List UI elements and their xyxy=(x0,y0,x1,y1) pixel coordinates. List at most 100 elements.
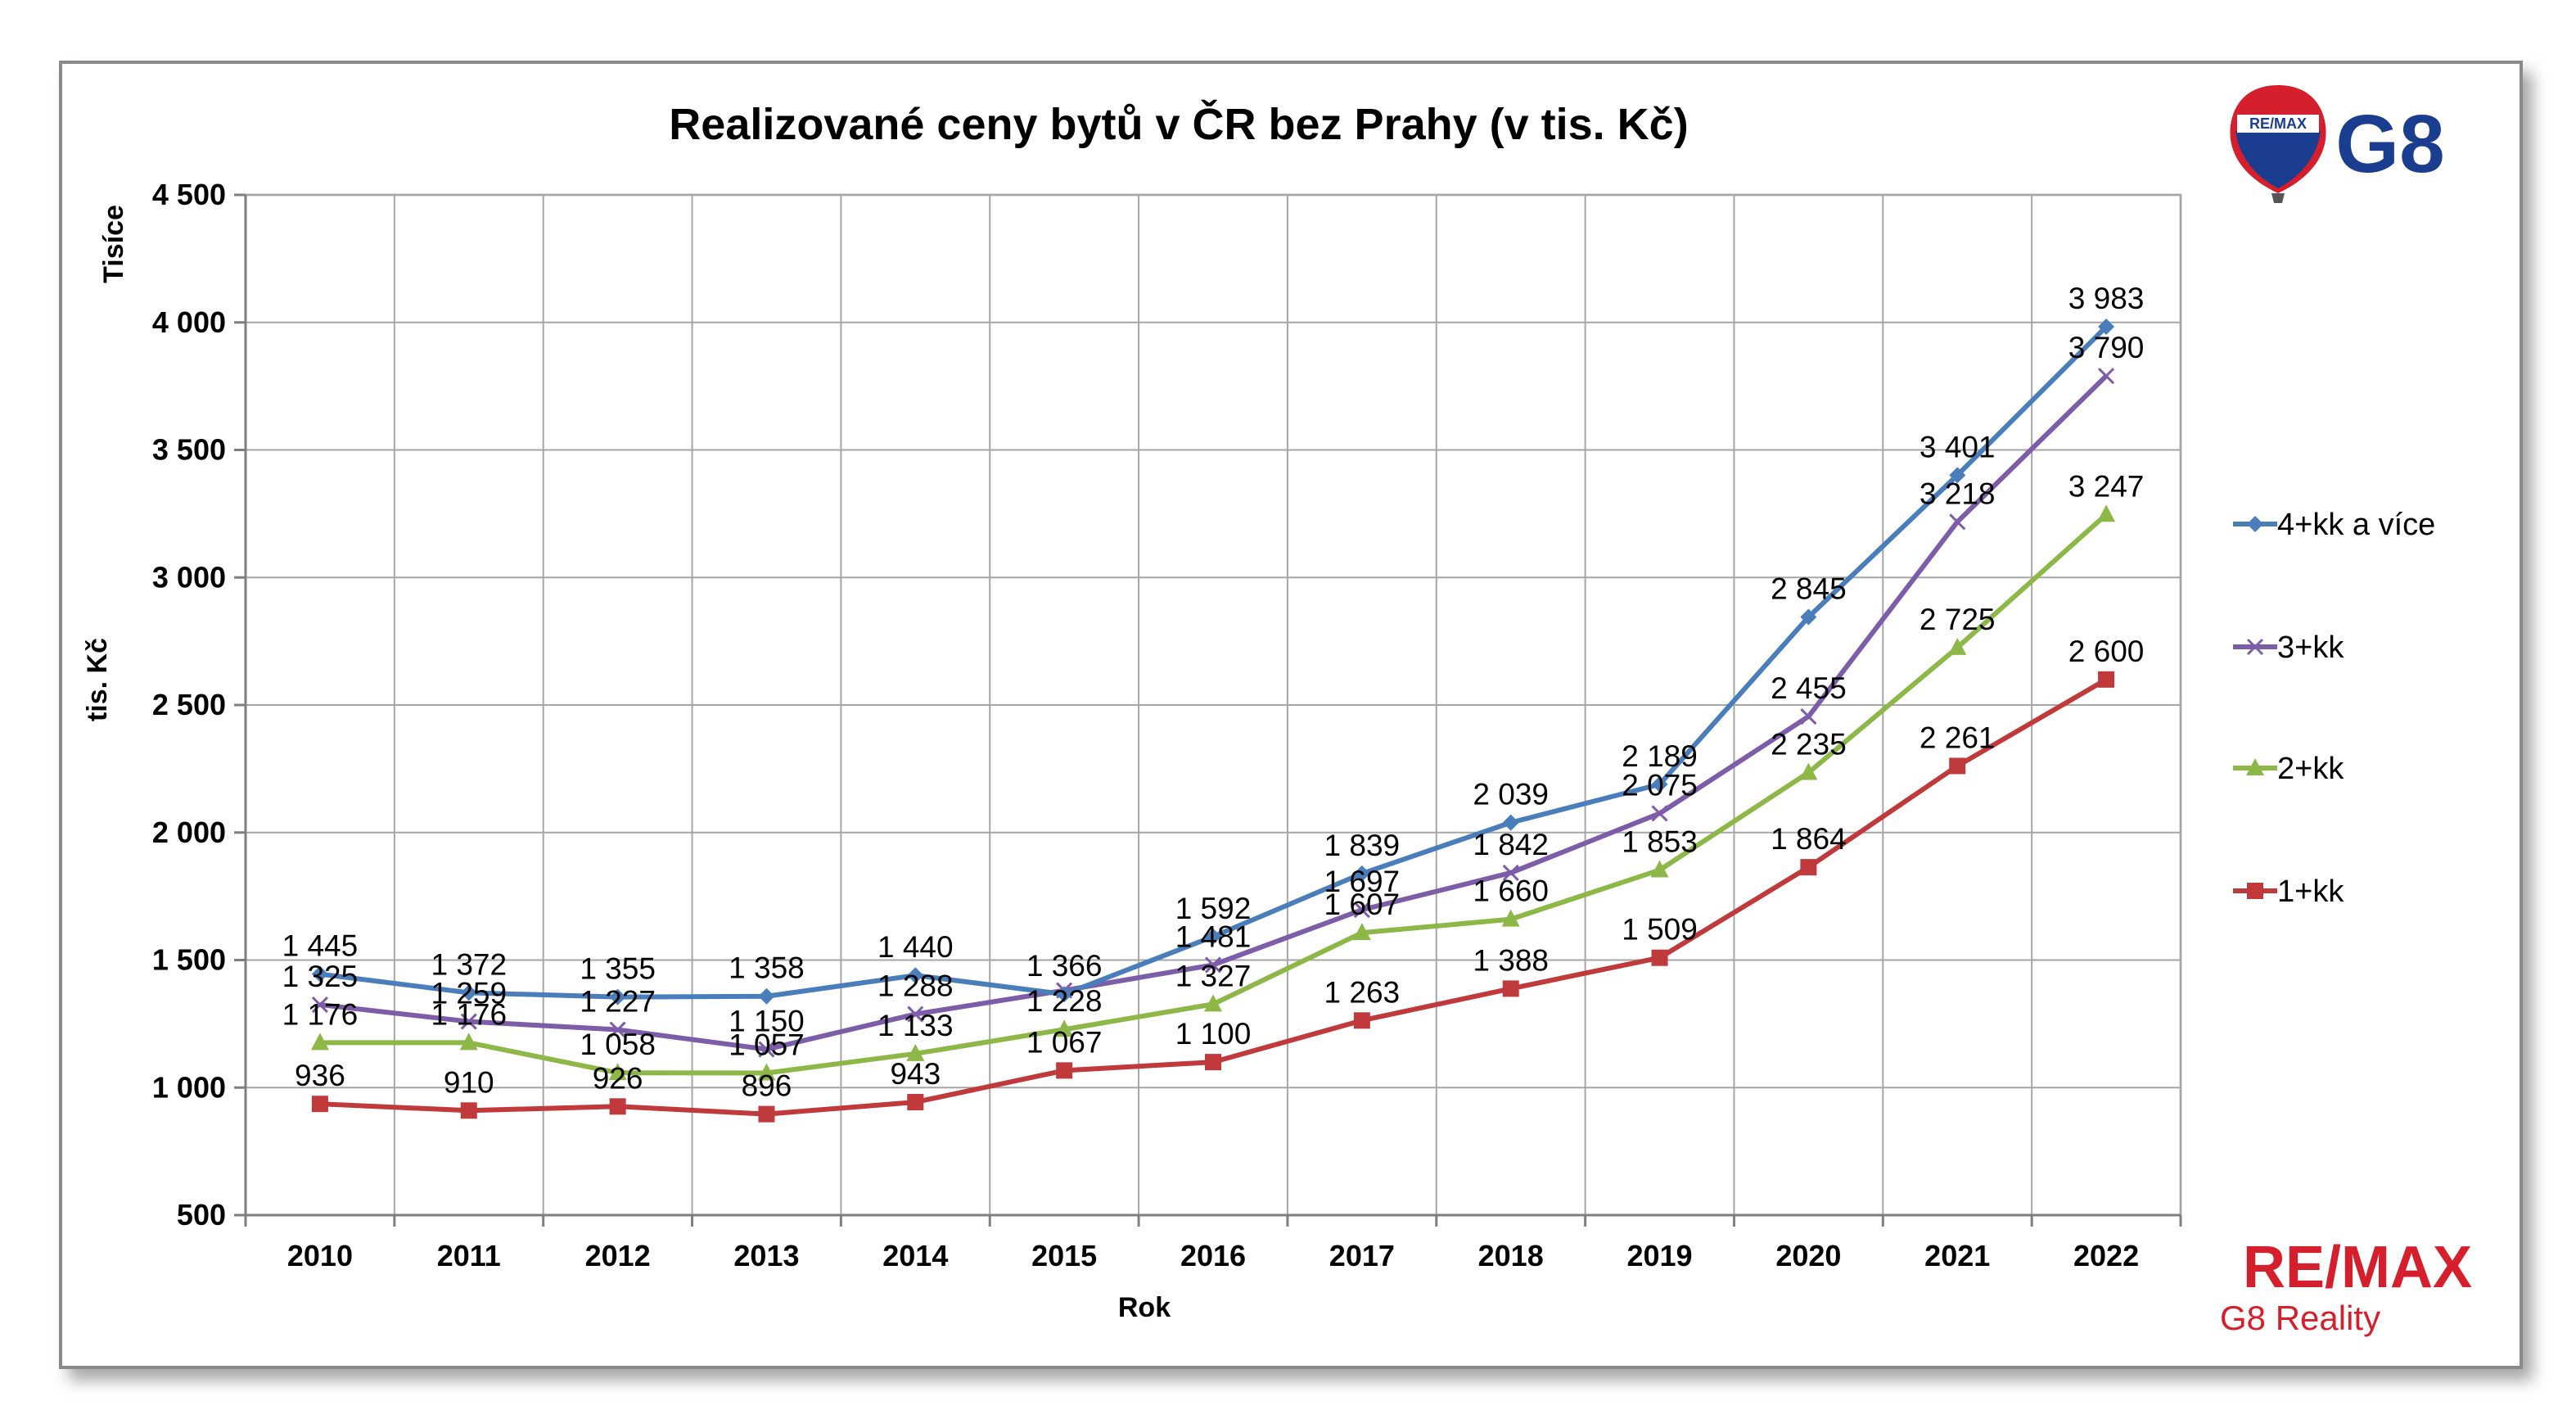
data-point xyxy=(1056,1062,1073,1079)
legend-label: 2+kk xyxy=(2277,752,2344,786)
data-point xyxy=(460,1102,477,1119)
data-point xyxy=(1205,928,1221,945)
x-tick-label: 2015 xyxy=(1031,1239,1097,1272)
x-tick-label: 2016 xyxy=(1180,1239,1246,1272)
data-point xyxy=(1353,1012,1370,1029)
g8-reality-text: G8 Reality xyxy=(2220,1299,2380,1337)
x-tick-label: 2017 xyxy=(1329,1239,1395,1272)
data-label: 1 509 xyxy=(1622,913,1698,947)
x-tick-label: 2021 xyxy=(1924,1239,1990,1272)
data-point xyxy=(2098,671,2115,688)
data-point xyxy=(1056,986,1073,1003)
data-label: 2 235 xyxy=(1771,728,1847,761)
data-label: 3 247 xyxy=(2068,469,2145,503)
y-axis-unit-label: Tisíce xyxy=(98,205,129,283)
y-tick-label: 2 000 xyxy=(152,816,226,849)
legend-marker xyxy=(2247,516,2263,532)
data-point xyxy=(1204,956,1222,974)
data-point xyxy=(1949,757,1966,775)
data-label: 2 261 xyxy=(1920,721,1996,754)
axes: 500 1 000 1 500 2 000 2 500 3 000 3 500 4 000 4 … xyxy=(152,178,2182,1272)
data-point xyxy=(460,984,477,1001)
data-point xyxy=(1651,949,1668,966)
data-point xyxy=(2098,368,2115,385)
data-label: 910 xyxy=(444,1065,494,1099)
data-label: 1 607 xyxy=(1324,888,1401,921)
y-tick-label: 1 500 xyxy=(152,943,226,977)
data-point xyxy=(1651,805,1668,822)
data-label: 1 839 xyxy=(1324,829,1401,862)
legend-marker xyxy=(2247,883,2263,899)
data-label: 1 228 xyxy=(1026,984,1103,1018)
data-label: 1 325 xyxy=(282,960,359,993)
data-point xyxy=(609,1021,626,1038)
data-label: 1 372 xyxy=(431,947,507,981)
legend-item: 1+kk xyxy=(2233,874,2344,909)
data-point xyxy=(1799,762,1818,780)
data-label: 896 xyxy=(742,1069,792,1103)
data-point xyxy=(2097,504,2116,522)
remax-g8-reality-logo: RE/MAX G8 Reality xyxy=(2220,1235,2472,1337)
y-tick-label: 3 500 xyxy=(152,433,226,467)
data-label: 2 189 xyxy=(1622,739,1698,773)
data-label: 1 176 xyxy=(431,997,507,1031)
data-point xyxy=(311,1096,328,1113)
data-point xyxy=(758,987,775,1005)
data-label: 926 xyxy=(593,1061,643,1095)
data-label: 1 388 xyxy=(1473,943,1549,977)
data-label: 1 327 xyxy=(1175,959,1252,992)
data-point xyxy=(1949,513,1966,531)
data-label: 2 455 xyxy=(1771,671,1847,705)
x-tick-label: 2018 xyxy=(1478,1239,1544,1272)
data-label: 1 440 xyxy=(877,930,954,964)
x-tick-label: 2019 xyxy=(1626,1239,1692,1272)
data-point xyxy=(608,1063,627,1081)
data-point xyxy=(1948,637,1967,655)
legend-label: 4+kk a více xyxy=(2277,508,2435,542)
x-tick-label: 2014 xyxy=(882,1239,948,1272)
series-1pluskk xyxy=(311,671,2115,1123)
logo-brand-text: G8 xyxy=(2335,98,2444,190)
legend-label: 3+kk xyxy=(2277,630,2344,665)
data-point xyxy=(460,1013,477,1030)
data-point xyxy=(311,965,328,983)
data-label: 1 259 xyxy=(431,977,507,1010)
data-point xyxy=(1353,865,1370,882)
data-point xyxy=(609,988,626,1006)
y-axis-title: tis. Kč xyxy=(82,638,113,721)
data-point xyxy=(1800,707,1817,725)
data-label: 1 263 xyxy=(1324,975,1401,1009)
data-point xyxy=(1800,608,1817,626)
data-point xyxy=(1205,1054,1221,1071)
data-label: 1 133 xyxy=(877,1009,954,1042)
data-point xyxy=(1502,814,1519,831)
data-point xyxy=(1651,775,1668,793)
data-label: 1 660 xyxy=(1473,874,1549,908)
legend-item: 2+kk xyxy=(2233,752,2344,786)
data-label: 2 725 xyxy=(1920,603,1996,636)
data-label: 1 592 xyxy=(1175,892,1252,925)
data-label: 1 697 xyxy=(1324,865,1401,898)
y-tick-label: 4 000 xyxy=(152,305,226,339)
data-point xyxy=(1949,467,1966,484)
data-point xyxy=(1800,859,1817,876)
data-point xyxy=(1650,860,1669,878)
data-point xyxy=(906,1043,925,1061)
data-label: 1 227 xyxy=(580,985,656,1019)
y-tick-label: 3 000 xyxy=(152,560,226,594)
data-label: 3 218 xyxy=(1920,477,1996,510)
data-point xyxy=(907,1006,924,1023)
legend-label: 1+kk xyxy=(2277,874,2344,909)
data-label: 2 039 xyxy=(1473,778,1549,811)
series-group xyxy=(310,319,2116,1123)
remax-wordmark: RE/MAX xyxy=(2243,1235,2472,1300)
balloon-icon xyxy=(2230,85,2326,203)
data-label: 3 401 xyxy=(1920,430,1996,463)
legend-item: 3+kk xyxy=(2233,630,2344,665)
chart-title: Realizované ceny bytů v ČR bez Prahy (v … xyxy=(669,99,1688,149)
data-label: 1 853 xyxy=(1622,825,1698,859)
y-tick-label: 500 xyxy=(177,1198,226,1231)
data-label: 1 150 xyxy=(729,1005,805,1038)
data-point xyxy=(2098,319,2115,336)
